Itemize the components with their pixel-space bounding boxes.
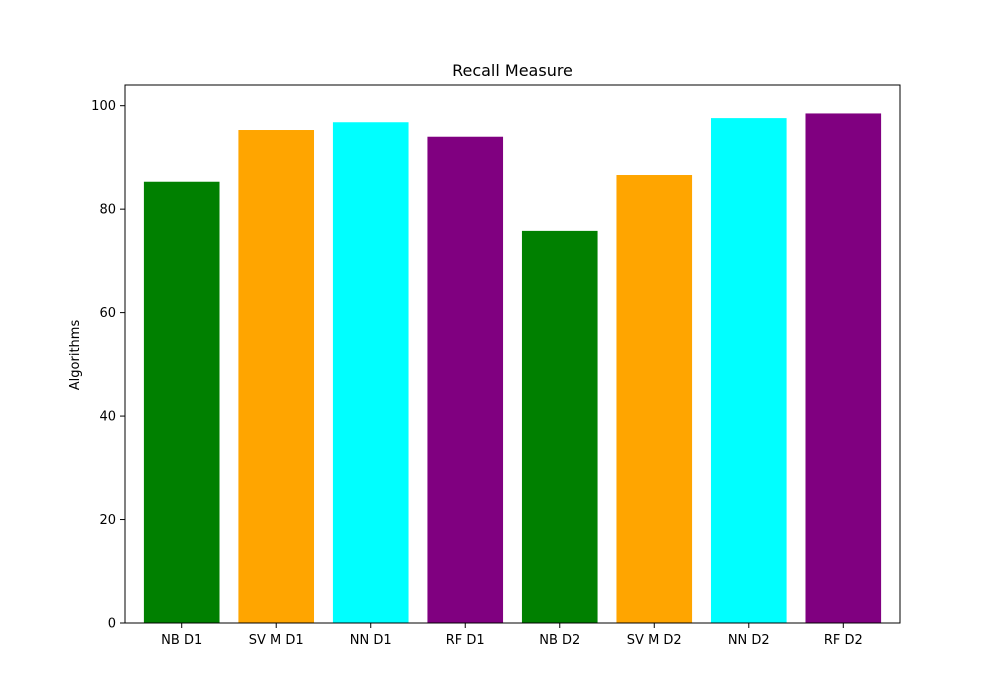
bar-nn-d1 [332, 122, 409, 623]
x-tick-label: NB D2 [539, 633, 580, 648]
y-tick-label: 60 [99, 306, 116, 321]
x-tick-label: RF D1 [446, 633, 485, 648]
y-tick-label: 40 [99, 410, 116, 425]
y-tick-label: 100 [91, 99, 116, 114]
x-tick-label: NN D2 [728, 633, 770, 648]
plot-frame [124, 84, 901, 624]
chart-title: Recall Measure [452, 61, 573, 80]
y-tick-label: 0 [108, 617, 116, 632]
bar-rf-d1 [427, 136, 504, 624]
y-tick-label: 80 [99, 203, 116, 218]
bar-nn-d2 [710, 118, 787, 624]
bar-rf-d2 [805, 113, 882, 623]
x-tick-label: NN D1 [350, 633, 392, 648]
bar-nb-d1 [143, 181, 220, 624]
x-tick-label: NB D1 [161, 633, 202, 648]
bar-sv-m-d1 [238, 130, 315, 623]
axes-group: NB D1 SV M D1 NN D1 RF D1 NB D2 SV M D2 NN D2 R… [91, 99, 863, 648]
bar-nb-d2 [521, 230, 598, 623]
y-tick-label: 20 [99, 513, 116, 528]
x-tick-label: SV M D1 [249, 633, 304, 648]
x-tick-label: RF D2 [824, 633, 863, 648]
bars-group [143, 113, 882, 624]
x-tick-label: SV M D2 [627, 633, 682, 648]
y-axis-title: Algorithms [68, 320, 83, 391]
bar-sv-m-d2 [616, 175, 693, 623]
